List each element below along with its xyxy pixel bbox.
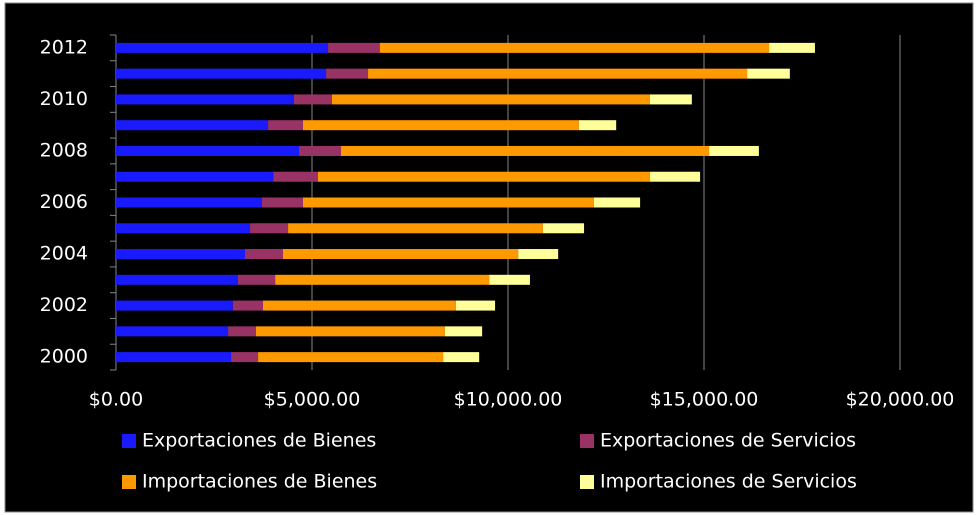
bar-segment <box>244 249 283 260</box>
bar-segment <box>455 300 496 311</box>
bar-segment <box>302 197 594 208</box>
y-tick-label: 2006 <box>40 191 88 213</box>
x-tick-label: $10,000.00 <box>454 389 563 411</box>
bar-segment <box>116 42 329 53</box>
bar-segment <box>747 68 790 79</box>
x-tick-label: $15,000.00 <box>650 389 759 411</box>
bar-segment <box>578 120 617 131</box>
bar-segment <box>116 197 262 208</box>
legend-label: Importaciones de Servicios <box>600 471 857 493</box>
bar-segment <box>649 94 692 105</box>
x-tick-label: $0.00 <box>89 389 143 411</box>
bar-segment <box>299 145 342 156</box>
bar-segment <box>261 197 303 208</box>
bar-segment <box>263 300 456 311</box>
bar-segment <box>282 249 519 260</box>
bar-segment <box>116 171 274 182</box>
bar-segment <box>444 326 483 337</box>
y-tick-label: 2008 <box>40 139 88 161</box>
y-tick-label: 2012 <box>40 36 88 58</box>
bar-segment <box>116 274 238 285</box>
bar-segment <box>237 274 276 285</box>
x-tick-label: $5,000.00 <box>264 389 361 411</box>
bar-segment <box>228 326 256 337</box>
bar-segment <box>116 145 300 156</box>
bar-segment <box>379 42 770 53</box>
bar-segment <box>116 352 232 363</box>
bar-segment <box>255 326 445 337</box>
y-tick-label: 2002 <box>40 294 88 316</box>
legend-swatch <box>580 434 594 448</box>
bar-segment <box>649 171 701 182</box>
bar-segment <box>326 68 369 79</box>
bar-segment <box>116 326 229 337</box>
bar-segment <box>542 223 585 234</box>
y-tick-label: 2000 <box>40 346 88 368</box>
x-tick-label: $20,000.00 <box>846 389 955 411</box>
y-tick-label: 2004 <box>40 243 88 265</box>
bar-segment <box>593 197 641 208</box>
bar-segment <box>769 42 815 53</box>
bar-segment <box>116 120 269 131</box>
bar-segment <box>443 352 480 363</box>
bar-segment <box>116 300 233 311</box>
bar-segment <box>317 171 650 182</box>
legend-swatch <box>580 475 594 489</box>
bar-segment <box>116 68 327 79</box>
legend-swatch <box>122 434 136 448</box>
bar-segment <box>302 120 579 131</box>
bar-segment <box>489 274 530 285</box>
bar-segment <box>273 171 318 182</box>
bar-segment <box>116 249 245 260</box>
legend-label: Exportaciones de Servicios <box>600 430 856 452</box>
bar-segment <box>258 352 444 363</box>
bar-segment <box>288 223 543 234</box>
bar-segment <box>116 223 251 234</box>
bar-segment <box>232 300 263 311</box>
legend-label: Importaciones de Bienes <box>142 471 377 493</box>
bar-segment <box>368 68 748 79</box>
bar-segment <box>331 94 650 105</box>
legend-swatch <box>122 475 136 489</box>
bar-segment <box>250 223 289 234</box>
bar-segment <box>231 352 259 363</box>
bar-segment <box>518 249 559 260</box>
bar-segment <box>341 145 710 156</box>
bar-segment <box>268 120 303 131</box>
bar-segment <box>293 94 332 105</box>
bar-segment <box>275 274 490 285</box>
bar-segment <box>116 94 294 105</box>
y-tick-label: 2010 <box>40 88 88 110</box>
legend-label: Exportaciones de Bienes <box>142 430 376 452</box>
bar-segment <box>709 145 759 156</box>
bar-segment <box>328 42 380 53</box>
